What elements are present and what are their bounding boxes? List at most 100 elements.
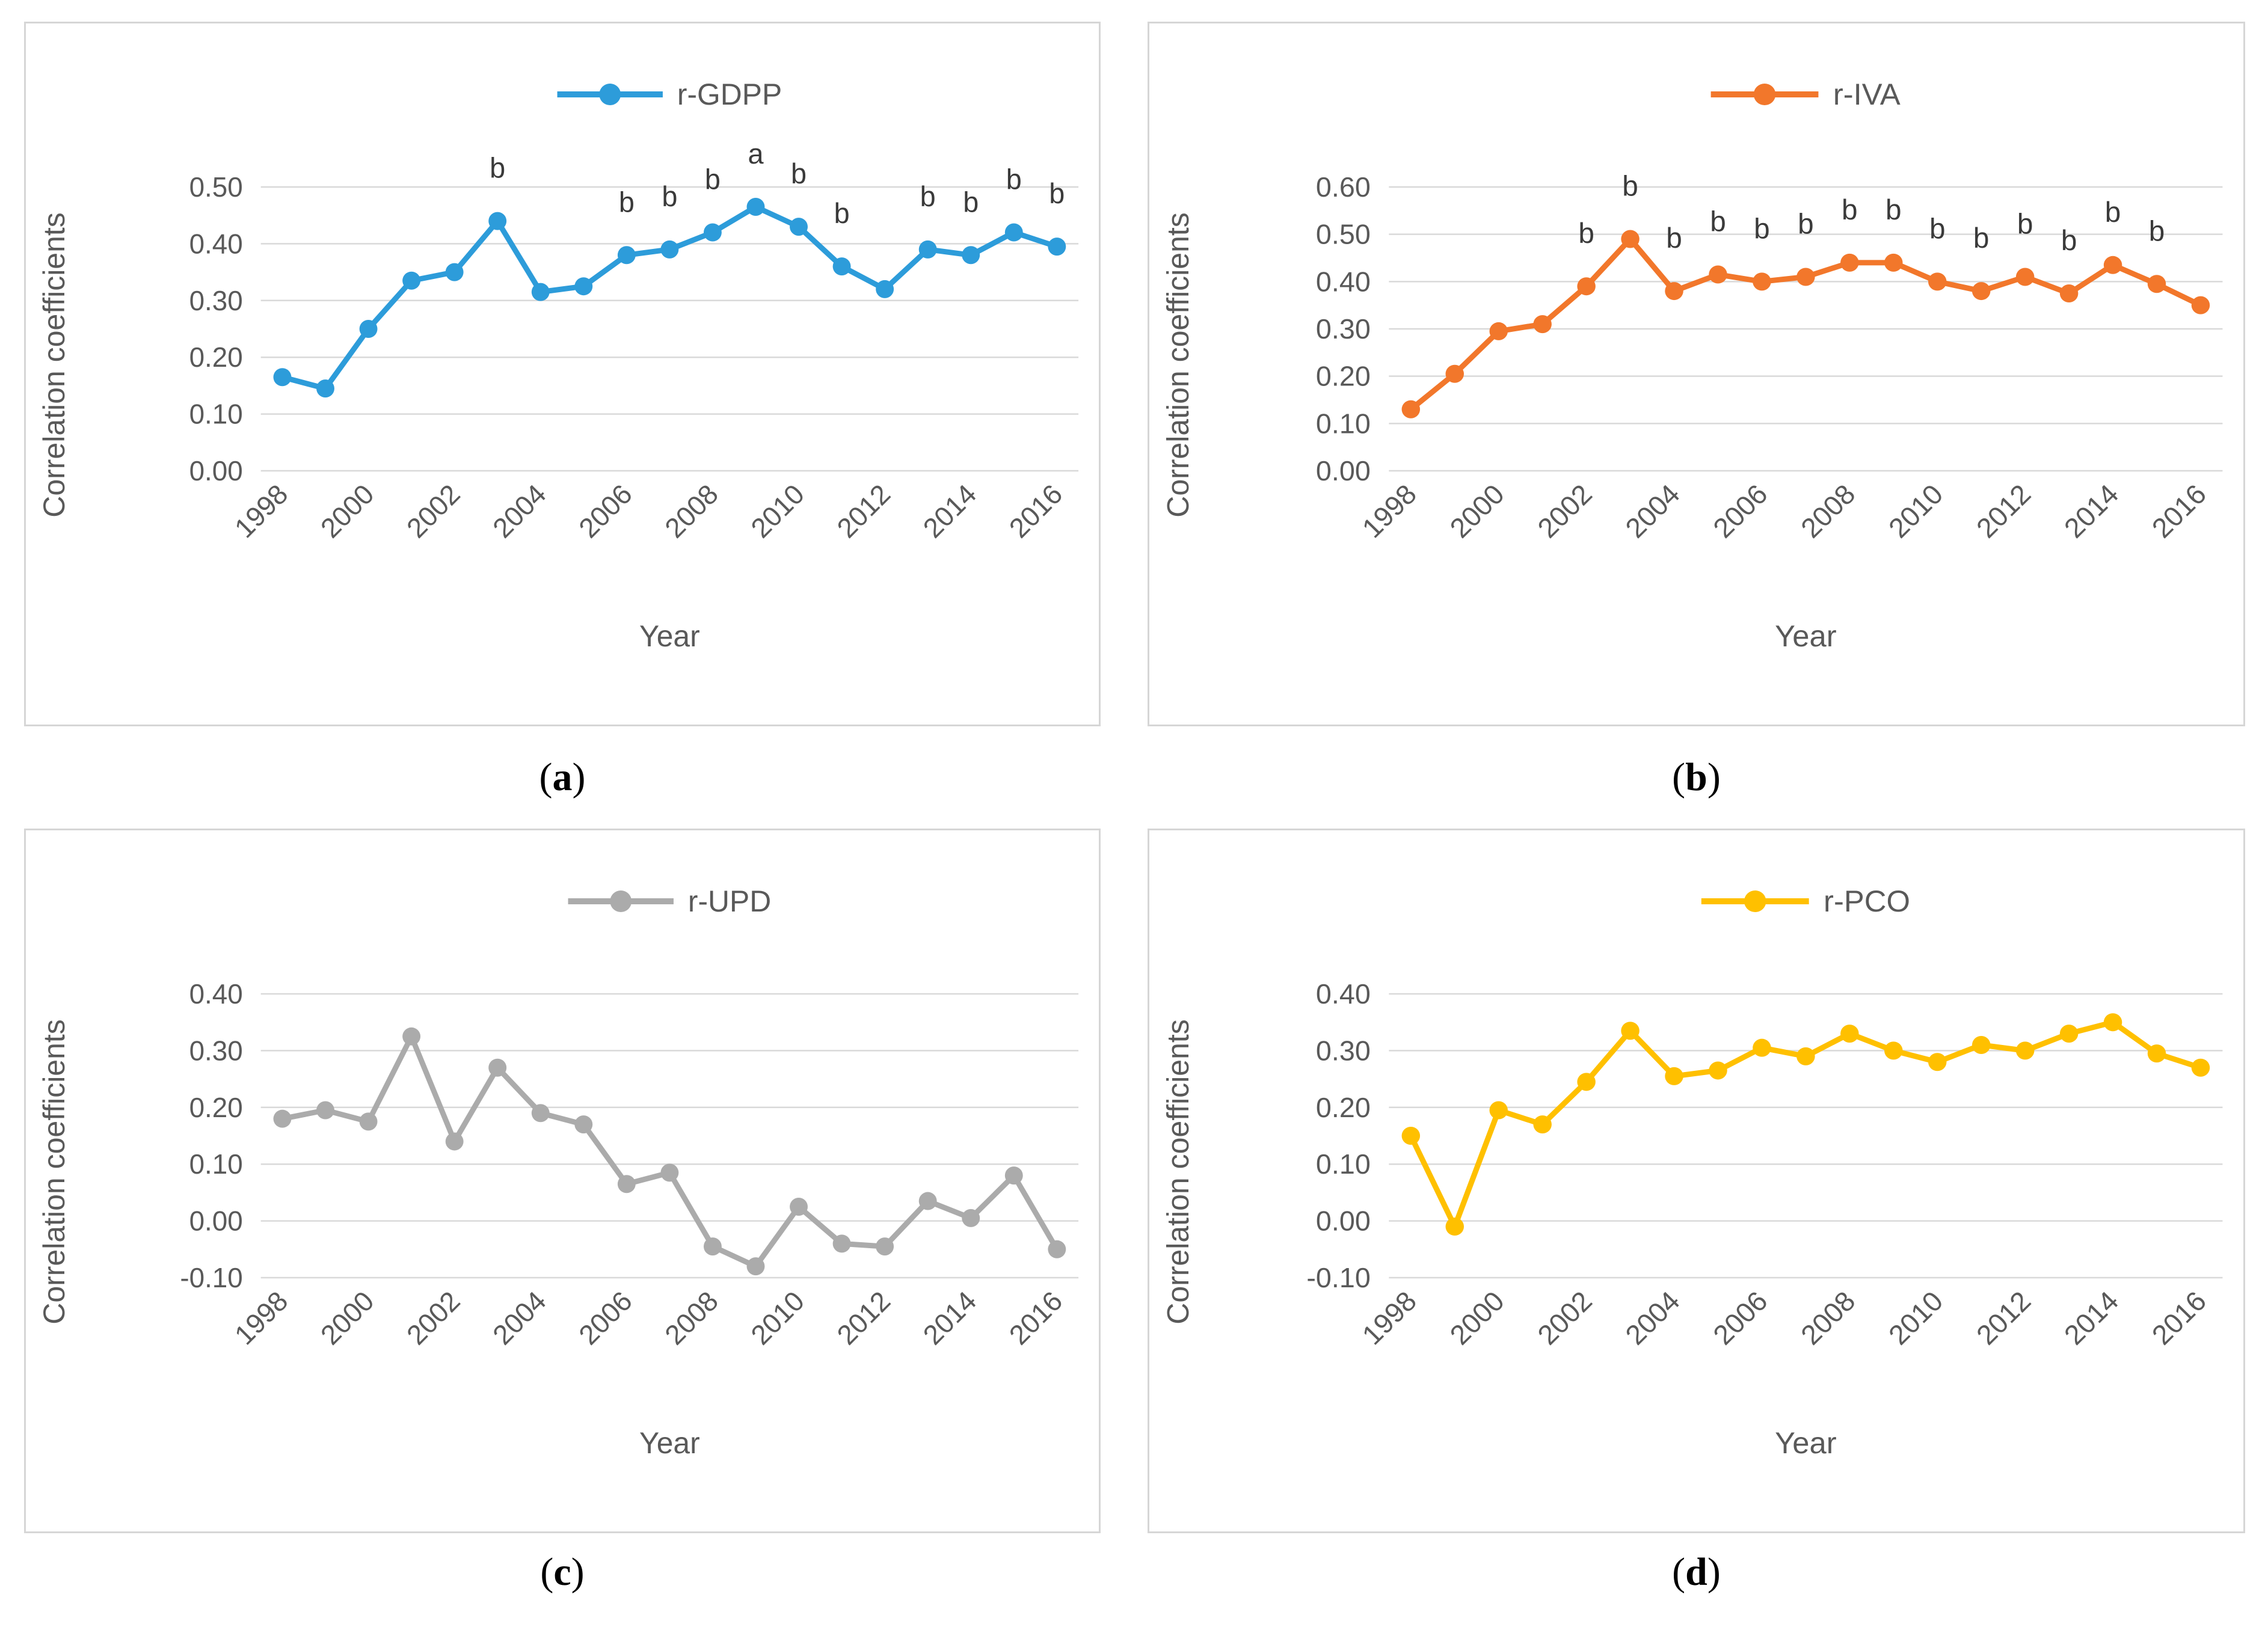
- figure-block-c: -0.10 0.00 0.10 0.20 0.30 0.40 1998 2000 2002 200…: [24, 829, 1101, 1611]
- data-point-marker: [1004, 223, 1023, 242]
- annotation-label: b: [1006, 164, 1022, 195]
- data-point-marker: [1489, 1101, 1508, 1120]
- x-tick-label: 2014: [917, 478, 982, 544]
- annotation-label: b: [1622, 171, 1638, 203]
- annotation-label: b: [619, 186, 635, 218]
- chart-d-svg: -0.10 0.00 0.10 0.20 0.30 0.40 1998 2000 2002 200…: [1161, 884, 2223, 1460]
- data-point-markers: [1401, 1013, 2210, 1236]
- x-tick-label: 2012: [831, 1285, 896, 1350]
- figure-grid: 0.00 0.10 0.20 0.30 0.40 0.50 1998 2000 2002 2004…: [24, 22, 2245, 1611]
- panel-caption-d: (d): [1148, 1533, 2245, 1611]
- x-tick-label: 2010: [1882, 479, 1949, 544]
- x-axis-tick-labels: 1998 2000 2002 2004 2006 2008 2010 2012 2014 2016: [229, 1285, 1069, 1350]
- y-axis-tick-labels: 0.00 0.10 0.20 0.30 0.40 0.50: [189, 171, 243, 486]
- data-point-marker: [790, 1198, 808, 1216]
- x-tick-label: 2008: [659, 478, 724, 544]
- data-point-marker: [488, 1058, 507, 1077]
- data-point-marker: [1577, 1073, 1596, 1091]
- annotation-label: b: [834, 198, 850, 229]
- x-axis-title: Year: [1775, 619, 1837, 653]
- x-tick-label: 2008: [659, 1285, 724, 1350]
- data-point-marker: [1840, 253, 1859, 272]
- x-tick-label: 2014: [2058, 479, 2125, 544]
- x-axis-title: Year: [639, 619, 700, 653]
- data-point-marker: [703, 223, 722, 242]
- x-axis-tick-labels: 1998 2000 2002 2004 2006 2008 2010 2012 2014 2016: [1356, 1285, 2213, 1351]
- figure-block-a: 0.00 0.10 0.20 0.30 0.40 0.50 1998 2000 2002 2004…: [24, 22, 1101, 829]
- caption-paren-close: ): [572, 755, 586, 799]
- data-point-markers: [273, 1027, 1066, 1276]
- y-axis-title: Correlation coefficients: [1161, 212, 1195, 518]
- data-point-marker: [2015, 1041, 2035, 1060]
- x-tick-label: 2006: [1707, 1285, 1774, 1351]
- chart-panel-a: 0.00 0.10 0.20 0.30 0.40 0.50 1998 2000 2002 2004…: [24, 22, 1101, 726]
- legend-label: r-IVA: [1833, 77, 1901, 111]
- x-tick-label: 1998: [229, 1285, 294, 1350]
- annotation-label: b: [490, 153, 505, 184]
- data-point-marker: [531, 283, 550, 301]
- caption-letter: d: [1685, 1550, 1707, 1594]
- data-point-marker: [1445, 364, 1464, 383]
- legend-dot-marker: [599, 84, 621, 105]
- data-point-marker: [1753, 272, 1771, 291]
- series-line: [279, 204, 1060, 391]
- annotation-label: b: [1710, 206, 1726, 238]
- data-point-marker: [2059, 1025, 2079, 1043]
- data-point-marker: [962, 246, 980, 265]
- y-axis-tick-labels: -0.10 0.00 0.10 0.20 0.30 0.40: [180, 978, 242, 1293]
- data-point-marker: [574, 1115, 593, 1134]
- y-axis-title: Correlation coefficients: [37, 1019, 71, 1325]
- y-tick-label: 0.40: [189, 978, 243, 1010]
- chart-c-svg: -0.10 0.00 0.10 0.20 0.30 0.40 1998 2000 2002 200…: [37, 884, 1079, 1460]
- annotation-label: b: [1929, 213, 1946, 245]
- legend-dot-marker: [1744, 890, 1766, 912]
- x-tick-label: 2002: [401, 1285, 466, 1350]
- legend: r-IVA: [1710, 77, 1901, 111]
- x-tick-label: 2014: [2058, 1285, 2125, 1351]
- y-tick-label: 0.50: [189, 171, 243, 203]
- annotation-label: b: [1049, 178, 1065, 209]
- annotation-label: b: [1885, 194, 1902, 226]
- annotation-label: b: [2017, 209, 2033, 241]
- x-axis-title: Year: [1775, 1426, 1837, 1460]
- data-point-marker: [962, 1209, 980, 1227]
- x-tick-label: 2000: [315, 1285, 380, 1350]
- data-point-marker: [2015, 268, 2035, 286]
- data-point-marker: [1709, 265, 1727, 284]
- data-point-marker: [2103, 256, 2122, 274]
- chart-b-svg: 0.00 0.10 0.20 0.30 0.40 0.50 0.60 1998 2000 2002…: [1161, 77, 2223, 653]
- data-point-marker: [1621, 1022, 1640, 1040]
- x-tick-label: 1998: [229, 478, 294, 544]
- data-point-marker: [2147, 1044, 2166, 1063]
- data-point-marker: [1884, 1041, 1903, 1060]
- data-point-marker: [488, 212, 507, 230]
- y-tick-label: 0.40: [1316, 978, 1371, 1010]
- legend-dot-marker: [610, 890, 632, 912]
- caption-paren-close: ): [571, 1550, 585, 1594]
- data-point-marker: [746, 198, 765, 216]
- data-point-marker: [1884, 253, 1903, 272]
- legend: r-GDPP: [557, 78, 782, 111]
- y-tick-label: 0.20: [189, 342, 243, 373]
- data-point-marker: [2191, 1058, 2210, 1077]
- data-point-marker: [402, 1027, 421, 1046]
- data-point-marker: [1753, 1038, 1771, 1057]
- y-tick-label: 0.00: [1316, 455, 1371, 486]
- legend-label: r-PCO: [1824, 884, 1910, 918]
- data-point-marker: [531, 1104, 550, 1123]
- chart-panel-d: -0.10 0.00 0.10 0.20 0.30 0.40 1998 2000 2002 200…: [1148, 829, 2245, 1533]
- caption-paren-open: (: [1672, 755, 1686, 799]
- x-tick-label: 2000: [315, 478, 380, 544]
- x-tick-label: 2010: [745, 1285, 810, 1350]
- data-point-marker: [402, 271, 421, 290]
- annotation-label: b: [1578, 218, 1594, 250]
- x-tick-label: 2016: [1003, 478, 1069, 544]
- y-tick-label: 0.40: [189, 228, 243, 259]
- data-point-marker: [1928, 272, 1947, 291]
- y-tick-label: 0.30: [189, 285, 243, 316]
- x-tick-label: 2010: [1882, 1285, 1949, 1351]
- annotation-label: b: [705, 164, 721, 195]
- x-tick-label: 2006: [1707, 479, 1774, 544]
